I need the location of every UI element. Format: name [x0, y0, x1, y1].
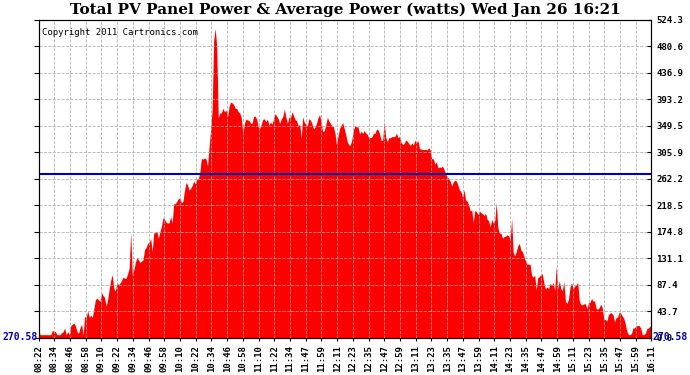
Text: Copyright 2011 Cartronics.com: Copyright 2011 Cartronics.com — [41, 28, 197, 37]
Text: 270.58: 270.58 — [3, 332, 38, 342]
Text: 270.58: 270.58 — [652, 332, 687, 342]
Title: Total PV Panel Power & Average Power (watts) Wed Jan 26 16:21: Total PV Panel Power & Average Power (wa… — [70, 3, 620, 17]
